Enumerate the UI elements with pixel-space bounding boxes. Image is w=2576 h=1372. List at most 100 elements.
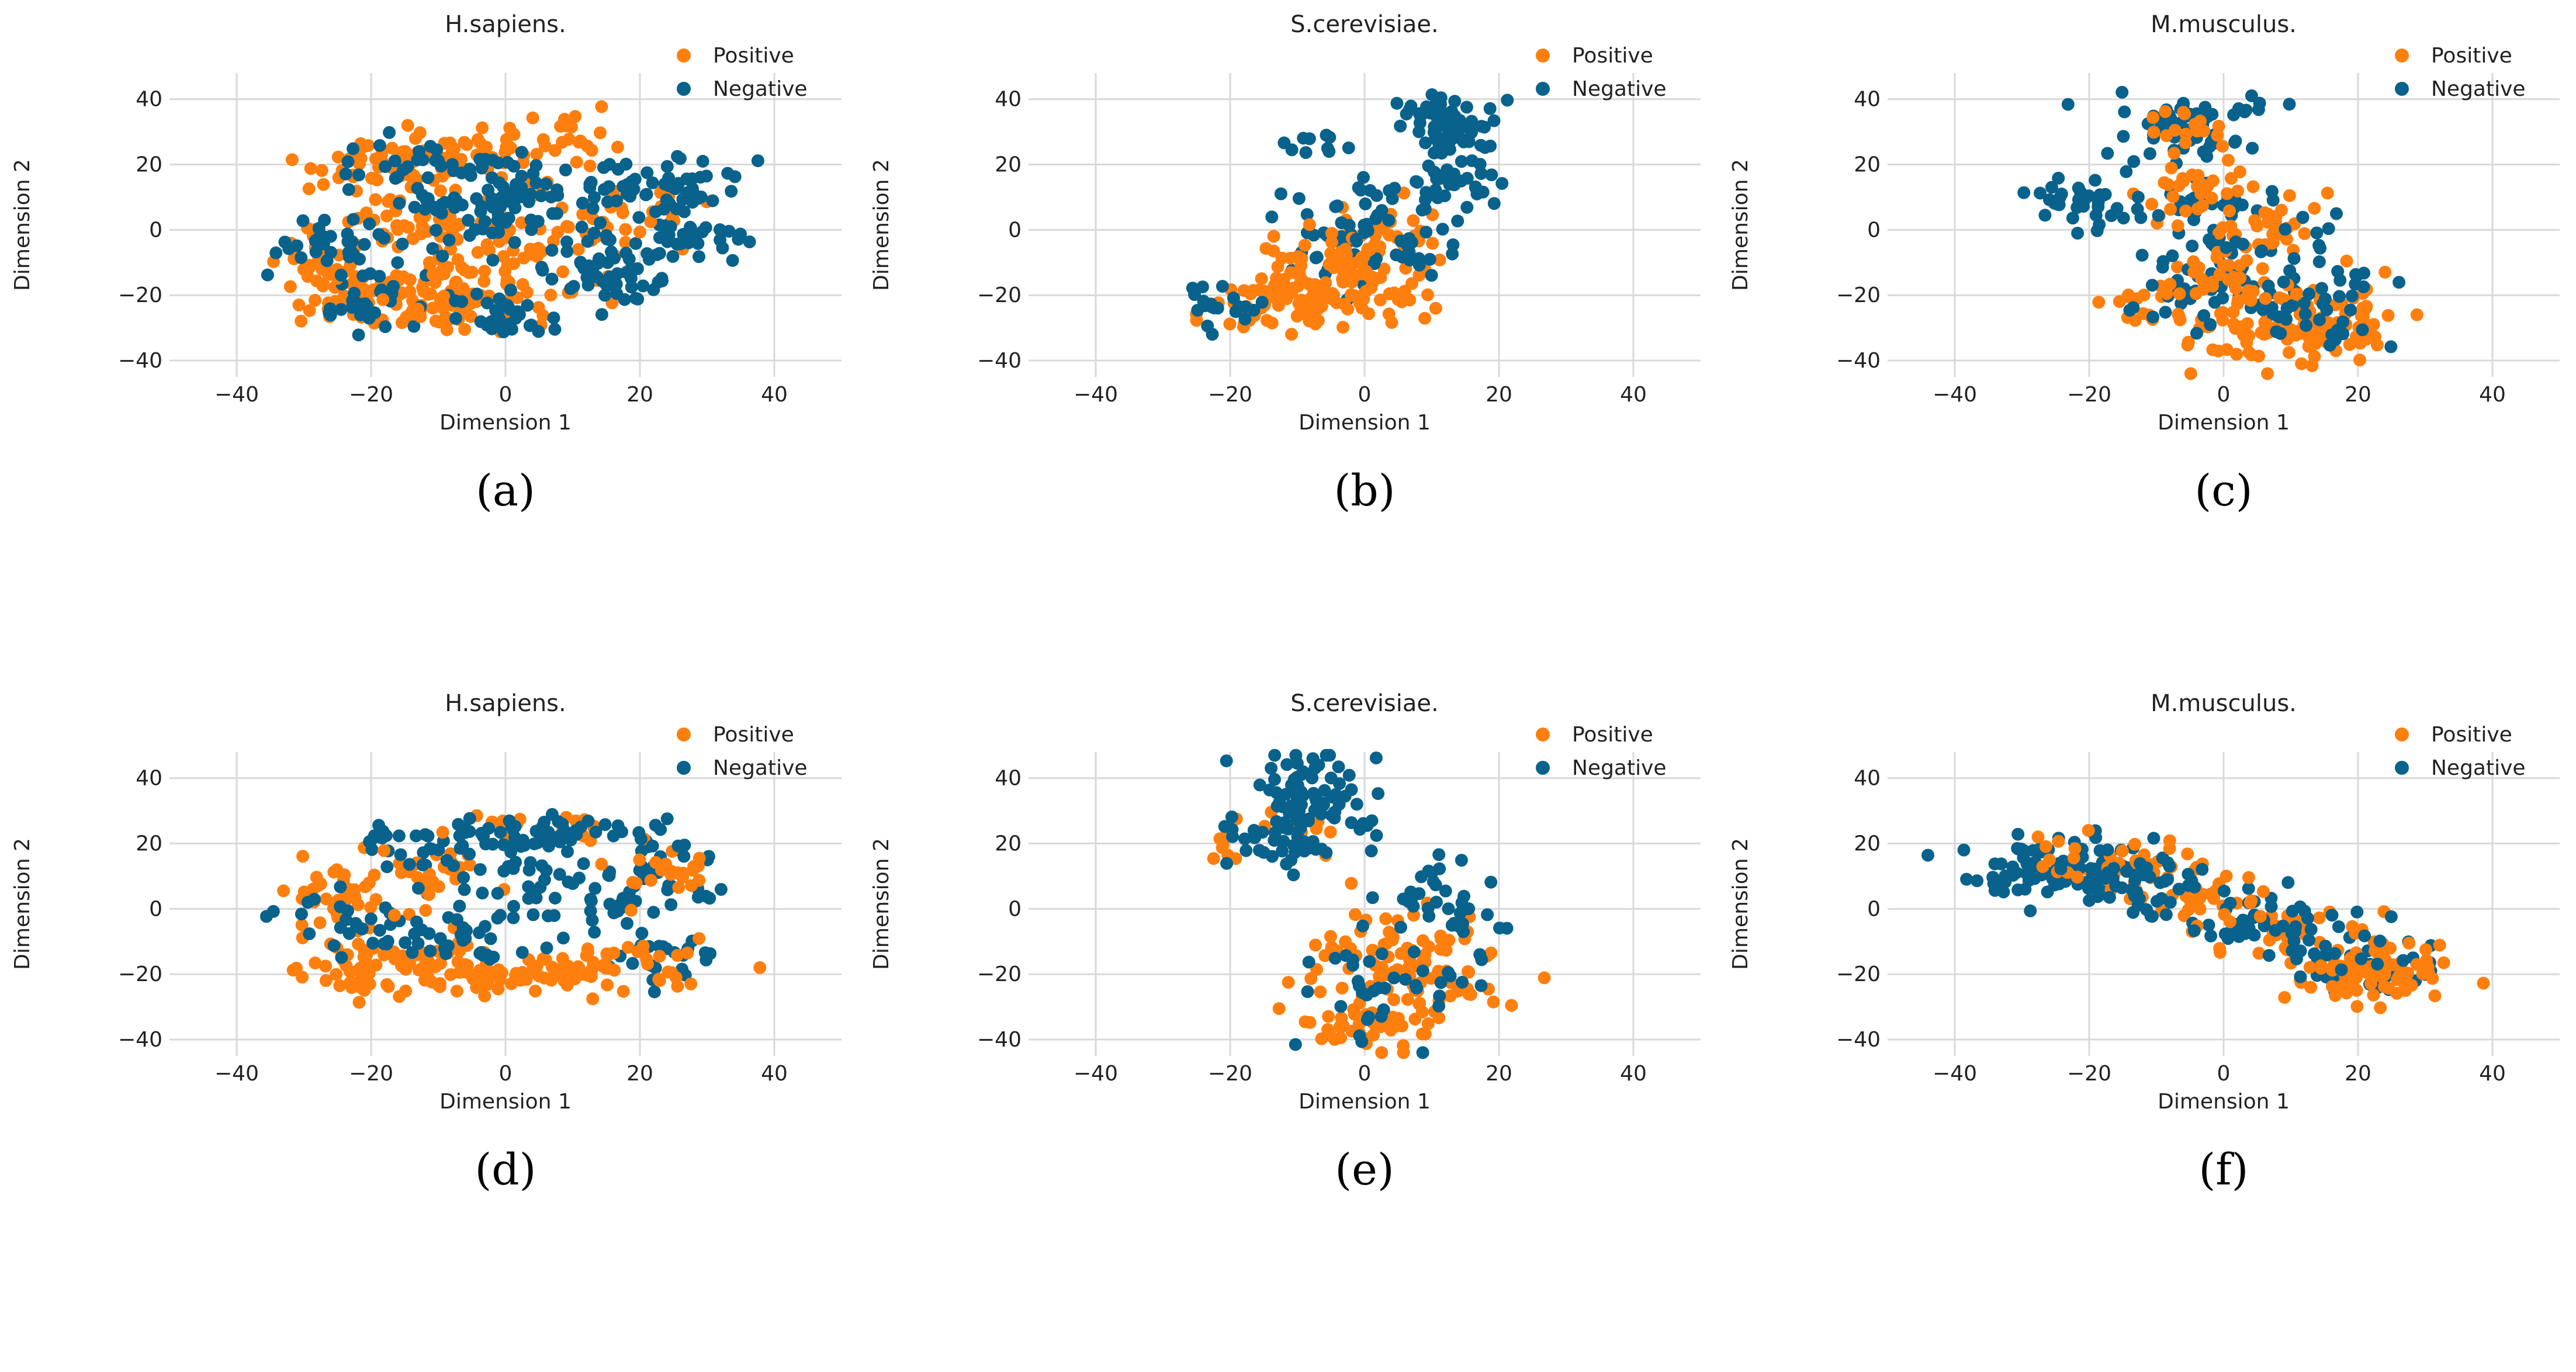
negative-point xyxy=(1297,131,1310,145)
positive-point xyxy=(319,974,333,988)
positive-point xyxy=(2193,902,2207,916)
positive-point xyxy=(2245,894,2258,907)
positive-point xyxy=(652,972,666,986)
negative-point xyxy=(1448,95,1462,108)
negative-point xyxy=(372,819,386,832)
positive-point xyxy=(570,155,583,169)
positive-point xyxy=(2171,260,2184,273)
negative-point xyxy=(1329,788,1342,801)
positive-point xyxy=(434,977,446,990)
positive-point xyxy=(1339,242,1352,256)
negative-point xyxy=(515,945,529,959)
positive-point xyxy=(644,874,657,887)
negative-point xyxy=(295,251,308,264)
negative-point xyxy=(1342,768,1356,782)
negative-point xyxy=(2286,905,2299,918)
positive-point xyxy=(1374,293,1387,307)
positive-point xyxy=(302,182,316,196)
positive-point xyxy=(450,985,463,998)
positive-point xyxy=(2197,124,2211,138)
negative-point xyxy=(1455,854,1468,867)
positive-point xyxy=(434,957,447,970)
negative-point xyxy=(1500,921,1514,935)
positive-point xyxy=(1294,306,1307,318)
positive-point xyxy=(1412,269,1426,282)
positive-point xyxy=(2374,1001,2387,1014)
negative-point xyxy=(545,190,558,204)
positive-point xyxy=(1421,1017,1435,1030)
negative-point xyxy=(1988,884,2002,897)
negative-point xyxy=(594,216,607,230)
negative-point xyxy=(1460,101,1473,114)
negative-point xyxy=(619,266,633,279)
negative-point xyxy=(1390,96,1404,110)
negative-point xyxy=(1188,288,1202,302)
positive-point xyxy=(2477,976,2490,990)
positive-point xyxy=(388,909,401,922)
negative-point xyxy=(2287,934,2301,948)
x-tick-label: −40 xyxy=(1074,383,1118,407)
negative-point xyxy=(1957,843,1971,857)
negative-point xyxy=(2204,929,2218,943)
negative-point xyxy=(1328,951,1342,965)
negative-point xyxy=(420,193,433,207)
y-axis-label: Dimension 2 xyxy=(870,838,894,970)
positive-point xyxy=(2364,977,2377,990)
positive-point xyxy=(2223,204,2236,217)
positive-point xyxy=(1272,299,1285,312)
positive-point xyxy=(304,162,317,175)
negative-point xyxy=(2314,241,2327,255)
positive-point xyxy=(2308,350,2321,363)
panel-1: −40 −20 0 20 40 −40 −20 0 20 40 H.sapiens. Dimensio… xyxy=(11,11,842,516)
negative-point xyxy=(560,235,573,248)
positive-point xyxy=(2378,265,2392,279)
negative-point xyxy=(2090,224,2104,237)
negative-point xyxy=(1429,895,1443,909)
negative-point xyxy=(410,915,423,928)
negative-point xyxy=(1225,810,1238,824)
negative-point xyxy=(1294,815,1308,828)
negative-point xyxy=(1431,120,1445,133)
chart-title: M.musculus. xyxy=(2151,690,2297,717)
positive-point xyxy=(480,140,493,154)
negative-point xyxy=(2159,306,2172,319)
negative-point xyxy=(632,211,646,224)
positive-point xyxy=(478,989,491,1003)
negative-point xyxy=(2204,318,2217,331)
negative-point xyxy=(507,862,520,875)
negative-point xyxy=(2384,340,2398,354)
y-tick-label: 0 xyxy=(149,218,162,242)
negative-point xyxy=(1342,219,1356,232)
y-tick-label: 40 xyxy=(995,88,1022,112)
negative-point xyxy=(278,235,292,249)
negative-point xyxy=(2345,289,2359,303)
positive-point xyxy=(572,242,585,256)
negative-point xyxy=(1206,328,1219,341)
negative-point xyxy=(1357,171,1370,184)
panel-label: (a) xyxy=(476,466,535,516)
negative-point xyxy=(647,906,660,919)
positive-point xyxy=(583,160,597,172)
negative-point xyxy=(480,318,494,332)
negative-point xyxy=(2147,831,2160,845)
negative-point xyxy=(666,250,680,263)
negative-point xyxy=(1433,172,1446,185)
negative-point xyxy=(648,985,661,999)
positive-point xyxy=(352,996,366,1009)
negative-point xyxy=(553,835,566,848)
positive-point xyxy=(463,858,476,872)
negative-point xyxy=(714,233,727,247)
negative-point xyxy=(2221,932,2235,945)
negative-point xyxy=(1476,185,1490,199)
positive-point xyxy=(1325,235,1338,249)
negative-point xyxy=(1443,171,1457,184)
negative-point xyxy=(581,815,595,827)
negative-point xyxy=(349,917,362,930)
positive-point xyxy=(476,121,489,134)
x-tick-label: −20 xyxy=(349,1062,393,1086)
negative-point xyxy=(584,905,597,918)
negative-point xyxy=(434,160,448,173)
positive-point xyxy=(2295,357,2308,370)
negative-point xyxy=(423,927,436,940)
positive-point xyxy=(317,178,330,191)
